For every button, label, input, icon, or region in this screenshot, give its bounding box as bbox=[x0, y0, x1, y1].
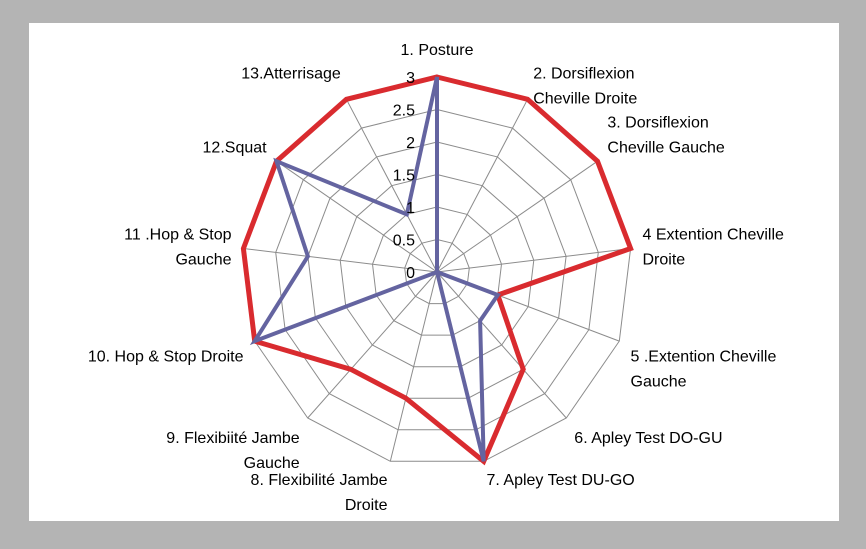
category-label: 3. Dorsiflexion Cheville Gauche bbox=[607, 114, 725, 156]
axis-spoke bbox=[436, 99, 529, 273]
category-label-line: 4 Extention Cheville bbox=[643, 227, 785, 244]
tick-label: 0.5 bbox=[393, 233, 415, 250]
tick-label: 3 bbox=[406, 70, 415, 87]
category-label-line: Gauche bbox=[175, 252, 231, 269]
category-label: 1. Posture bbox=[401, 42, 474, 59]
series-line bbox=[240, 74, 634, 466]
radar-spokes bbox=[243, 77, 631, 462]
category-label: 4 Extention Cheville Droite bbox=[643, 227, 785, 269]
radial-tick-labels: 0 0.5 1 1.5 2 2.5 3 bbox=[393, 70, 415, 282]
tick-label: 2 bbox=[406, 135, 415, 152]
category-label: 5 .Extention Cheville Gauche bbox=[631, 348, 777, 390]
category-label: 8. Flexibilité Jambe Droite bbox=[251, 472, 388, 514]
axis-spoke bbox=[243, 248, 438, 273]
grid-ring bbox=[275, 108, 599, 431]
axis-spoke bbox=[436, 248, 631, 273]
axis-spoke bbox=[276, 160, 438, 273]
category-label-line: 8. Flexibilité Jambe bbox=[251, 472, 388, 489]
category-label: 12.Squat bbox=[203, 139, 268, 156]
category-label-line: 13.Atterrisage bbox=[241, 66, 341, 83]
category-label: 13.Atterrisage bbox=[241, 66, 341, 83]
axis-spoke bbox=[389, 271, 438, 462]
category-label: 11 .Hop & Stop Gauche bbox=[124, 227, 231, 269]
grid-ring bbox=[371, 206, 503, 336]
grid-ring bbox=[339, 173, 535, 368]
category-label-line: Cheville Gauche bbox=[607, 139, 725, 156]
category-label-line: 9. Flexibiité Jambe bbox=[166, 430, 299, 447]
axis-spoke bbox=[436, 271, 567, 419]
category-label-line: 6. Apley Test DO-GU bbox=[574, 430, 722, 447]
category-label-line: 3. Dorsiflexion bbox=[607, 114, 708, 131]
series-line bbox=[249, 76, 501, 462]
category-label-line: 7. Apley Test DU-GO bbox=[487, 472, 635, 489]
tick-label: 1 bbox=[406, 200, 415, 217]
category-label: 9. Flexibiité Jambe Gauche bbox=[166, 430, 299, 472]
category-label-line: 12.Squat bbox=[203, 139, 268, 156]
category-label-line: 10. Hop & Stop Droite bbox=[88, 348, 244, 365]
tick-label: 1.5 bbox=[393, 168, 415, 185]
grid-ring bbox=[307, 141, 567, 399]
category-label: 7. Apley Test DU-GO bbox=[487, 472, 635, 489]
category-label-line: Droite bbox=[345, 497, 388, 514]
category-label: 6. Apley Test DO-GU bbox=[574, 430, 722, 447]
category-label-line: Cheville Droite bbox=[533, 91, 637, 108]
radar-series bbox=[240, 74, 634, 466]
tick-label: 0 bbox=[406, 265, 415, 282]
category-label-line: 2. Dorsiflexion bbox=[533, 66, 634, 83]
category-label-line: 5 .Extention Cheville bbox=[631, 348, 777, 365]
category-label: 2. Dorsiflexion Cheville Droite bbox=[533, 66, 637, 108]
category-label-line: Gauche bbox=[631, 373, 687, 390]
category-label-line: 1. Posture bbox=[401, 42, 474, 59]
category-label: 10. Hop & Stop Droite bbox=[88, 348, 244, 365]
axis-spoke bbox=[307, 271, 438, 419]
tick-label: 2.5 bbox=[393, 103, 415, 120]
category-label-line: Gauche bbox=[244, 455, 300, 472]
axis-spoke bbox=[345, 99, 438, 273]
axis-spoke bbox=[436, 160, 598, 273]
category-label-line: 11 .Hop & Stop bbox=[124, 227, 231, 244]
category-label-line: Droite bbox=[643, 252, 686, 269]
grid-ring bbox=[404, 238, 470, 305]
category-labels: 1. Posture 2. Dorsiflexion Cheville Droite… bbox=[88, 42, 784, 514]
